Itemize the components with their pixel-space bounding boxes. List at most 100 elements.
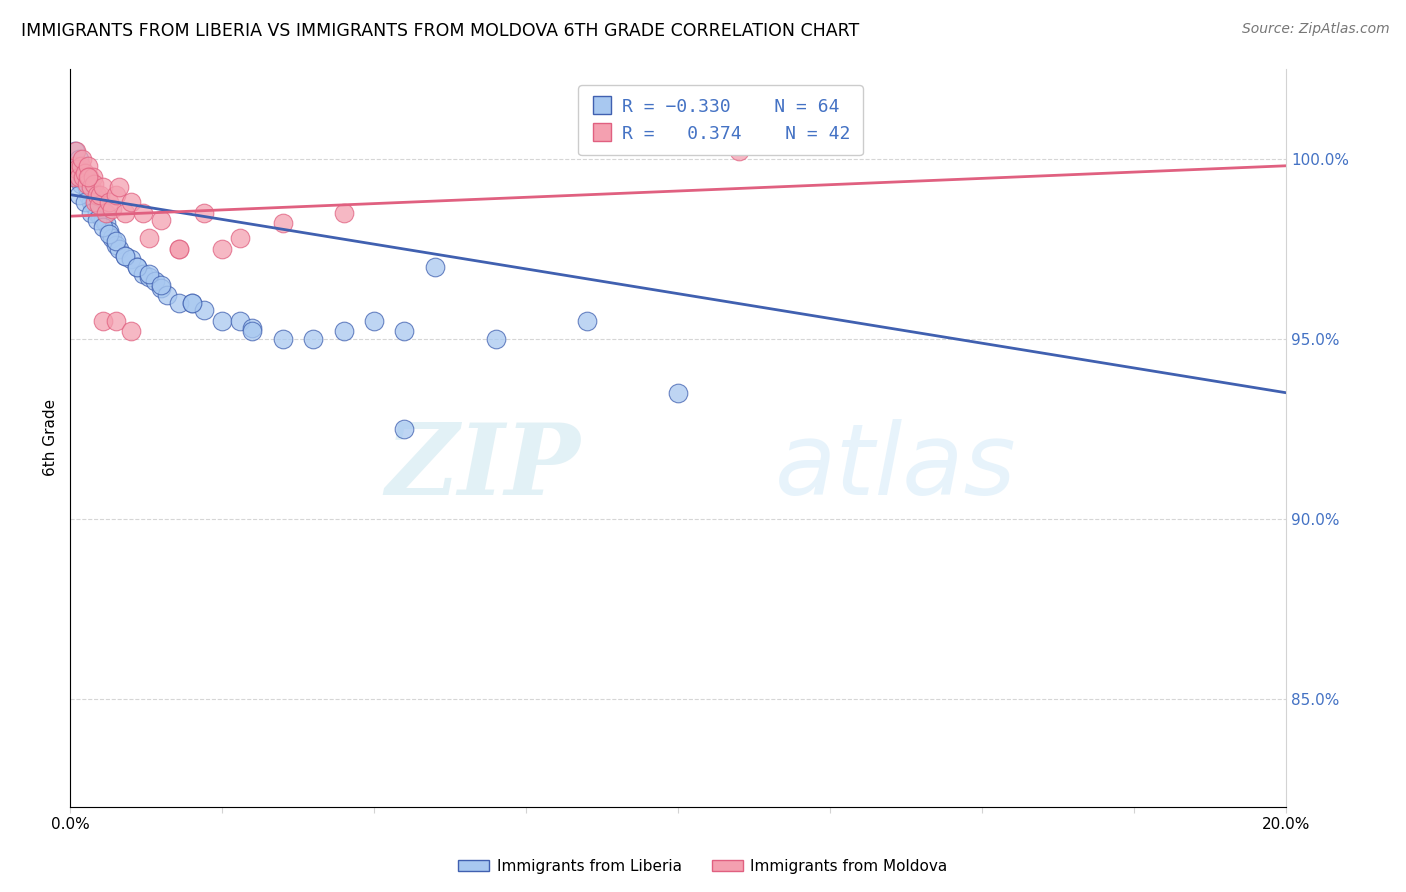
Point (120, 325, 142, 339)
Point (229, 314, 252, 328)
Point (79, 177, 101, 191)
Point (67, 152, 90, 166)
Point (114, 249, 136, 263)
Point (271, 216, 294, 230)
Text: IMMIGRANTS FROM LIBERIA VS IMMIGRANTS FROM MOLDOVA 6TH GRADE CORRELATION CHART: IMMIGRANTS FROM LIBERIA VS IMMIGRANTS FR… (21, 22, 859, 40)
Point (101, 202, 124, 216)
Point (104, 314, 127, 328)
Point (63, 145, 86, 159)
Point (70, 159, 93, 173)
Point (62, 159, 84, 173)
Point (138, 231, 160, 245)
Point (89, 187, 111, 202)
Legend: Immigrants from Liberia, Immigrants from Moldova: Immigrants from Liberia, Immigrants from… (453, 853, 953, 880)
Point (80, 180, 103, 194)
Point (93, 314, 115, 328)
Point (150, 212, 173, 227)
Point (156, 288, 179, 302)
Point (332, 205, 354, 219)
Point (107, 180, 129, 194)
Point (86, 205, 108, 219)
Point (666, 385, 689, 400)
Point (211, 242, 233, 256)
Point (84, 191, 107, 205)
Point (101, 231, 124, 245)
Point (63, 159, 86, 173)
Point (93, 220, 115, 235)
Y-axis label: 6th Grade: 6th Grade (44, 400, 58, 476)
Point (76, 177, 98, 191)
Point (104, 235, 127, 249)
Point (90, 202, 112, 216)
Point (82, 169, 104, 184)
Point (94, 205, 117, 219)
Point (86, 212, 108, 227)
Point (66, 162, 89, 177)
Text: ZIP: ZIP (385, 419, 581, 516)
Point (114, 249, 136, 263)
Point (77, 187, 100, 202)
Point (363, 314, 385, 328)
Point (66, 159, 89, 173)
Point (240, 325, 263, 339)
Point (271, 332, 294, 346)
Point (180, 295, 202, 310)
Point (89, 209, 111, 223)
Point (211, 314, 233, 328)
Point (120, 194, 142, 209)
Point (114, 205, 136, 219)
Point (86, 187, 108, 202)
Point (125, 260, 148, 274)
Point (193, 205, 215, 219)
Point (75, 166, 97, 180)
Point (65, 169, 87, 184)
Point (96, 216, 118, 230)
Point (98, 194, 121, 209)
Point (332, 325, 354, 339)
Point (104, 238, 127, 252)
Point (423, 260, 446, 274)
Point (83, 177, 105, 191)
Point (484, 332, 506, 346)
Point (82, 187, 104, 202)
Legend: R = −0.330    N = 64, R =   0.374    N = 42: R = −0.330 N = 64, R = 0.374 N = 42 (578, 85, 863, 155)
Point (87, 198, 110, 212)
Point (65, 145, 87, 159)
Point (67, 187, 90, 202)
Point (67, 169, 90, 184)
Point (77, 159, 100, 173)
Point (75, 169, 97, 184)
Point (107, 242, 129, 256)
Point (80, 194, 103, 209)
Point (302, 332, 325, 346)
Point (70, 152, 93, 166)
Text: atlas: atlas (775, 418, 1017, 516)
Point (120, 252, 142, 267)
Point (180, 295, 202, 310)
Point (150, 277, 173, 292)
Point (62, 169, 84, 184)
Point (79, 169, 101, 184)
Point (143, 274, 166, 288)
Point (93, 180, 115, 194)
Point (132, 267, 155, 281)
Point (138, 267, 160, 281)
Point (87, 198, 110, 212)
Point (575, 314, 598, 328)
Point (70, 177, 93, 191)
Point (70, 166, 93, 180)
Point (229, 231, 252, 245)
Point (132, 205, 155, 219)
Point (394, 422, 416, 436)
Point (150, 281, 173, 295)
Point (240, 321, 263, 335)
Point (169, 295, 191, 310)
Point (125, 260, 148, 274)
Point (72, 169, 94, 184)
Point (104, 187, 127, 202)
Point (76, 180, 98, 194)
Point (169, 242, 191, 256)
Point (72, 173, 94, 187)
Point (83, 198, 105, 212)
Point (169, 242, 191, 256)
